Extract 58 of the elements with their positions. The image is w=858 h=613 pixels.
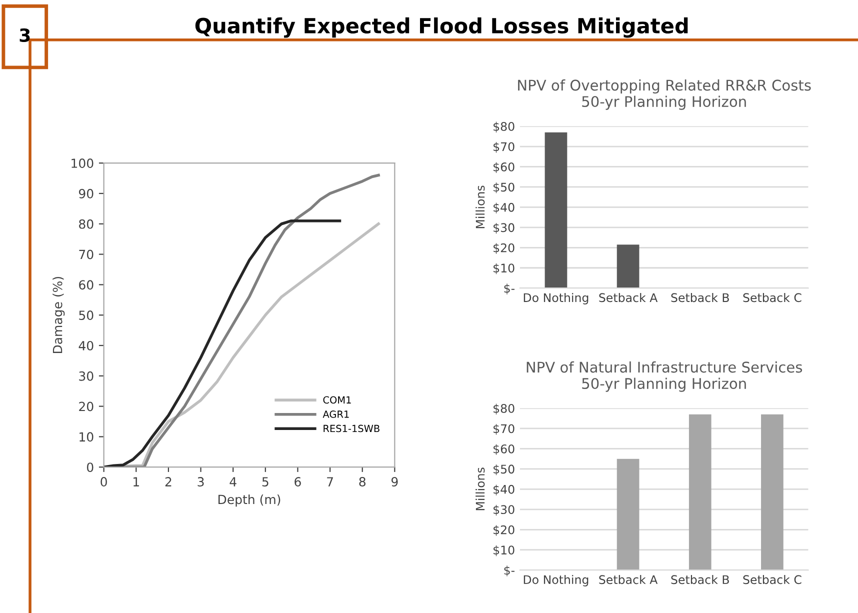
x-tick-label: Setback C (743, 574, 802, 584)
x-tick-label: Setback B (671, 574, 729, 584)
y-tick-label: $60 (494, 444, 514, 455)
y-tick-label: $30 (494, 222, 514, 234)
y-axis-title: Millions (476, 468, 485, 510)
y-tick-label: $50 (494, 182, 514, 194)
y-tick-label: $60 (494, 162, 514, 173)
y-tick-label: 60 (79, 280, 94, 290)
legend-label: COM1 (323, 396, 351, 404)
y-tick-label: $10 (494, 545, 514, 556)
y-tick-label: $- (504, 566, 515, 576)
text: 3 (20, 28, 30, 42)
x-tick-label: Setback A (599, 292, 658, 302)
y-tick-label: $50 (494, 464, 514, 476)
y-tick-label: $40 (494, 484, 514, 496)
y-tick-label: 80 (79, 219, 94, 229)
x-tick-label: Setback C (743, 292, 802, 302)
y-tick-label: $- (504, 284, 515, 294)
y-tick-label: $10 (494, 263, 514, 274)
x-tick-label: 8 (359, 477, 366, 487)
x-tick-label: Do Nothing (524, 292, 588, 304)
y-tick-label: 100 (72, 158, 94, 168)
y-tick-label: $80 (494, 404, 514, 414)
y-tick-label: $20 (494, 243, 514, 254)
y-tick-label: $40 (494, 202, 514, 214)
x-tick-label: Setback B (671, 292, 729, 302)
y-tick-label: 10 (80, 432, 94, 442)
y-tick-label: $20 (494, 525, 514, 536)
x-tick-label: 3 (198, 477, 204, 487)
y-tick-label: $80 (494, 122, 514, 132)
x-tick-label: Do Nothing (524, 574, 588, 586)
x-tick-label: 0 (100, 477, 107, 487)
legend-label: AGR1 (322, 410, 349, 418)
x-tick-label: 9 (391, 477, 398, 487)
y-tick-label: $30 (494, 504, 514, 516)
x-axis-title: Depth (m) (218, 494, 280, 507)
y-tick-label: 30 (79, 371, 94, 381)
y-axis-title: Millions (476, 186, 485, 228)
y-tick-label: $70 (494, 424, 514, 435)
y-tick-label: 50 (79, 310, 94, 320)
chart-title: NPV of Overtopping Related RR&R Costs 50-yr Planning Horizon (518, 79, 811, 110)
y-tick-label: $70 (494, 142, 514, 153)
x-tick-label: 6 (294, 477, 301, 487)
y-tick-label: 40 (78, 340, 94, 350)
x-tick-label: Setback A (599, 574, 658, 584)
x-tick-label: 4 (230, 477, 236, 486)
chart-title: NPV of Natural Infrastructure Services 50-yr Planning Horizon (526, 361, 802, 392)
y-tick-label: 70 (79, 250, 94, 260)
legend-label: RES1-1SWB (324, 424, 380, 432)
text: Quantify Expected Flood Losses Mitigated (195, 17, 688, 38)
x-tick-label: 5 (262, 477, 268, 487)
y-tick-label: 90 (78, 188, 94, 198)
x-tick-label: 2 (165, 477, 172, 486)
y-tick-label: 0 (86, 462, 94, 472)
y-tick-label: 20 (79, 402, 94, 412)
x-tick-label: 7 (327, 477, 333, 486)
x-tick-label: 1 (134, 477, 139, 486)
y-axis-title: Damage (%) (52, 276, 65, 354)
